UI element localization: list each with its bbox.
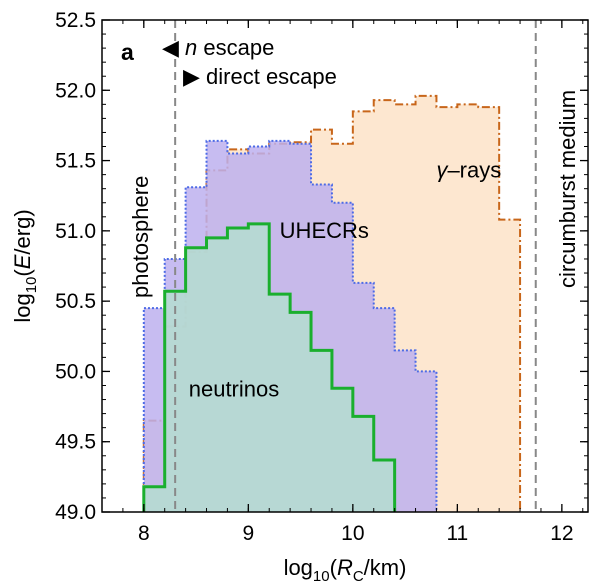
legend-n-escape: ◀ n escape (162, 35, 274, 60)
x-tick-label: 9 (242, 522, 254, 545)
gamma-rays-label: γ–rays (436, 157, 501, 182)
x-tick-label: 12 (550, 522, 573, 545)
UHECRs-label: UHECRs (280, 218, 369, 243)
photosphere-label: photosphere (128, 176, 153, 298)
y-tick-label: 52.0 (55, 79, 96, 102)
panel-label: a (121, 39, 134, 65)
y-tick-label: 51.5 (55, 150, 96, 173)
plot-frame (101, 19, 589, 513)
y-tick-label: 49.0 (55, 501, 96, 524)
legend-direct-escape: ▶ direct escape (183, 64, 337, 89)
y-tick-label: 50.5 (55, 290, 96, 313)
annotation-layer: γ–rays UHECRs neutrinos photosphere circumbu… (121, 35, 580, 402)
neutrinos-label: neutrinos (189, 377, 280, 402)
x-tick-label: 8 (138, 522, 150, 545)
axis-layer: 8 9 10 11 12 49.0 49.5 50.0 50.5 51.0 51.5 52.0 52.5… (10, 9, 589, 585)
x-tick-label: 11 (446, 522, 468, 545)
y-tick-label: 51.0 (55, 220, 96, 243)
x-tick-label: 10 (341, 522, 364, 545)
y-tick-label: 52.5 (55, 9, 96, 32)
circumburst-label: circumburst medium (555, 90, 580, 288)
y-tick-label: 50.0 (55, 360, 96, 383)
x-axis-label: log10(RC/km) (284, 555, 407, 585)
neutrinos-area (143, 223, 395, 513)
UHECRs-line (142, 139, 438, 512)
plot-layer (142, 20, 537, 513)
y-axis-label: log10(E/erg) (10, 209, 40, 322)
neutrinos-line (142, 222, 397, 512)
y-tick-label: 49.5 (55, 431, 96, 454)
